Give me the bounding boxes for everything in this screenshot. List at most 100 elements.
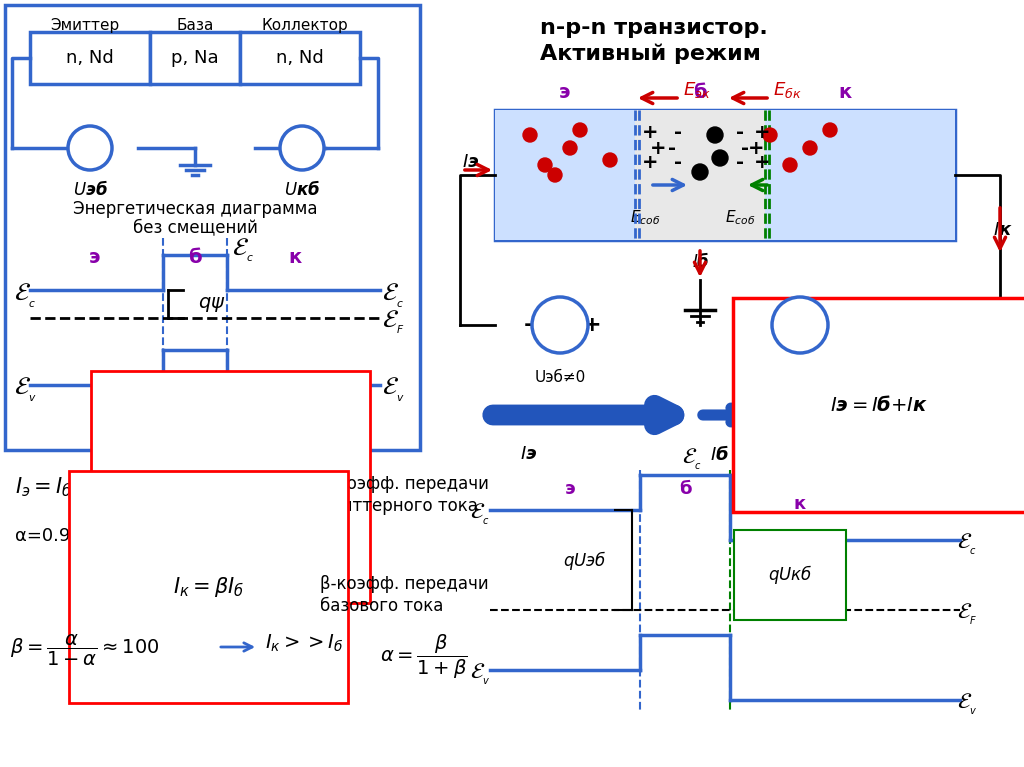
FancyBboxPatch shape [495,110,635,240]
Text: $_c$: $_c$ [694,458,701,472]
FancyBboxPatch shape [150,32,240,84]
Text: -: - [741,139,749,157]
Circle shape [603,153,617,167]
Text: n-p-n транзистор.: n-p-n транзистор. [540,18,768,38]
Circle shape [523,128,537,142]
FancyBboxPatch shape [30,32,150,84]
Circle shape [532,297,588,353]
Text: +: + [822,315,842,335]
Text: Uкб≠0: Uкб≠0 [774,370,826,385]
Text: $\mathcal{E}$: $\mathcal{E}$ [682,447,697,467]
FancyBboxPatch shape [765,110,955,240]
Text: $E_{эк}$: $E_{эк}$ [683,80,711,100]
Text: $I_к < I_э$: $I_к < I_э$ [222,527,275,548]
Text: $_c$: $_c$ [246,249,254,265]
Text: э: э [559,83,570,102]
Text: +: + [748,139,764,157]
Text: α=0.95÷0.99: α=0.95÷0.99 [15,527,137,545]
Text: n, Nd: n, Nd [276,49,324,67]
Text: $E_{бк}$: $E_{бк}$ [773,80,802,100]
Text: $_c$: $_c$ [970,543,977,557]
Circle shape [707,127,723,143]
Text: Активный режим: Активный режим [540,44,761,64]
Text: +: + [754,123,770,143]
Text: -: - [674,153,682,173]
Text: $\alpha = \dfrac{\beta}{1+\beta}$: $\alpha = \dfrac{\beta}{1+\beta}$ [380,633,468,681]
Text: $\beta = \dfrac{\alpha}{1-\alpha} \approx 100$: $\beta = \dfrac{\alpha}{1-\alpha} \appro… [10,633,160,668]
Text: Коллектор: Коллектор [261,18,348,33]
Text: $U_{эб}$: $U_{эб}$ [545,315,574,335]
Text: $\mathcal{E}$: $\mathcal{E}$ [382,375,398,399]
Text: $I_к = \beta I_б$: $I_к = \beta I_б$ [173,575,245,599]
FancyBboxPatch shape [635,110,765,240]
Circle shape [823,123,837,137]
Text: $\mathcal{E}$: $\mathcal{E}$ [382,308,398,332]
Text: $E_{соб}$: $E_{соб}$ [725,208,755,227]
Text: $\mathcal{E}$: $\mathcal{E}$ [231,236,249,260]
Text: э: э [89,248,100,267]
Text: $\mathcal{E}$: $\mathcal{E}$ [957,602,973,622]
Circle shape [548,168,562,182]
Circle shape [68,126,112,170]
Text: Uэб≠0: Uэб≠0 [535,370,586,385]
Text: База: База [176,18,214,33]
Text: β-коэфф. передачи: β-коэфф. передачи [319,575,488,593]
Text: $I$б: $I$б [692,252,710,271]
Text: -: - [674,123,682,143]
FancyBboxPatch shape [240,32,360,84]
Text: $I$э$=I$б$+I$к: $I$э$=I$б$+I$к [830,395,929,415]
Text: э: э [564,480,575,498]
Text: $I$э: $I$э [520,445,538,463]
Text: Полный ток в цепи равен 0: Полный ток в цепи равен 0 [90,432,330,450]
Text: +: + [642,123,658,143]
Text: к: к [289,248,302,267]
Text: $\mathcal{E}$: $\mathcal{E}$ [470,662,485,682]
Text: $\mathcal{E}$: $\mathcal{E}$ [13,375,31,399]
Circle shape [573,123,587,137]
Circle shape [538,158,552,172]
Text: $_F$: $_F$ [969,613,977,627]
Circle shape [563,141,577,155]
Text: $E_{соб}$: $E_{соб}$ [630,208,660,227]
Text: $qU$эб: $qU$эб [563,548,607,571]
Text: $_c$: $_c$ [482,513,489,527]
Text: $\mathcal{E}$: $\mathcal{E}$ [382,281,398,305]
Text: -: - [668,139,676,157]
Text: $_v$: $_v$ [969,703,977,717]
Text: $I_к = \alpha I_э$: $I_к = \alpha I_э$ [195,475,265,499]
Text: эмиттерного тока: эмиттерного тока [319,497,478,515]
Text: к: к [794,495,806,513]
Text: $_c$: $_c$ [396,295,403,310]
Text: +: + [583,315,601,335]
Text: -: - [523,315,532,335]
Text: Эмиттер: Эмиттер [50,18,120,33]
Text: $qU$кб: $qU$кб [768,564,812,587]
Text: +: + [642,153,658,173]
Text: $\mathcal{E}$: $\mathcal{E}$ [957,532,973,552]
Text: $U$эб: $U$эб [73,180,108,199]
Text: без смещений: без смещений [132,218,257,236]
Circle shape [712,150,728,166]
Text: $\mathcal{E}$: $\mathcal{E}$ [470,502,485,522]
Text: $_v$: $_v$ [28,389,36,403]
Text: $_v$: $_v$ [395,389,404,403]
Circle shape [783,158,797,172]
Text: +: + [650,139,667,157]
Circle shape [763,128,777,142]
Text: $_c$: $_c$ [28,295,36,310]
Text: $_v$: $_v$ [482,673,490,687]
Text: базового тока: базового тока [319,597,443,615]
Text: $I$б: $I$б [710,445,729,464]
Text: $U_{кб}$: $U_{кб}$ [785,315,815,335]
Text: $I_э = I_б + I_к$: $I_э = I_б + I_к$ [15,475,114,499]
Text: $I$к: $I$к [760,445,780,463]
FancyBboxPatch shape [495,110,955,240]
Text: +: + [754,153,770,173]
Text: б: б [679,480,691,498]
Text: б: б [188,248,202,267]
Text: n, Nd: n, Nd [67,49,114,67]
Text: $I$э: $I$э [462,153,479,171]
Text: $q\psi$: $q\psi$ [198,295,225,314]
Text: к: к [839,83,852,102]
Circle shape [692,164,708,180]
